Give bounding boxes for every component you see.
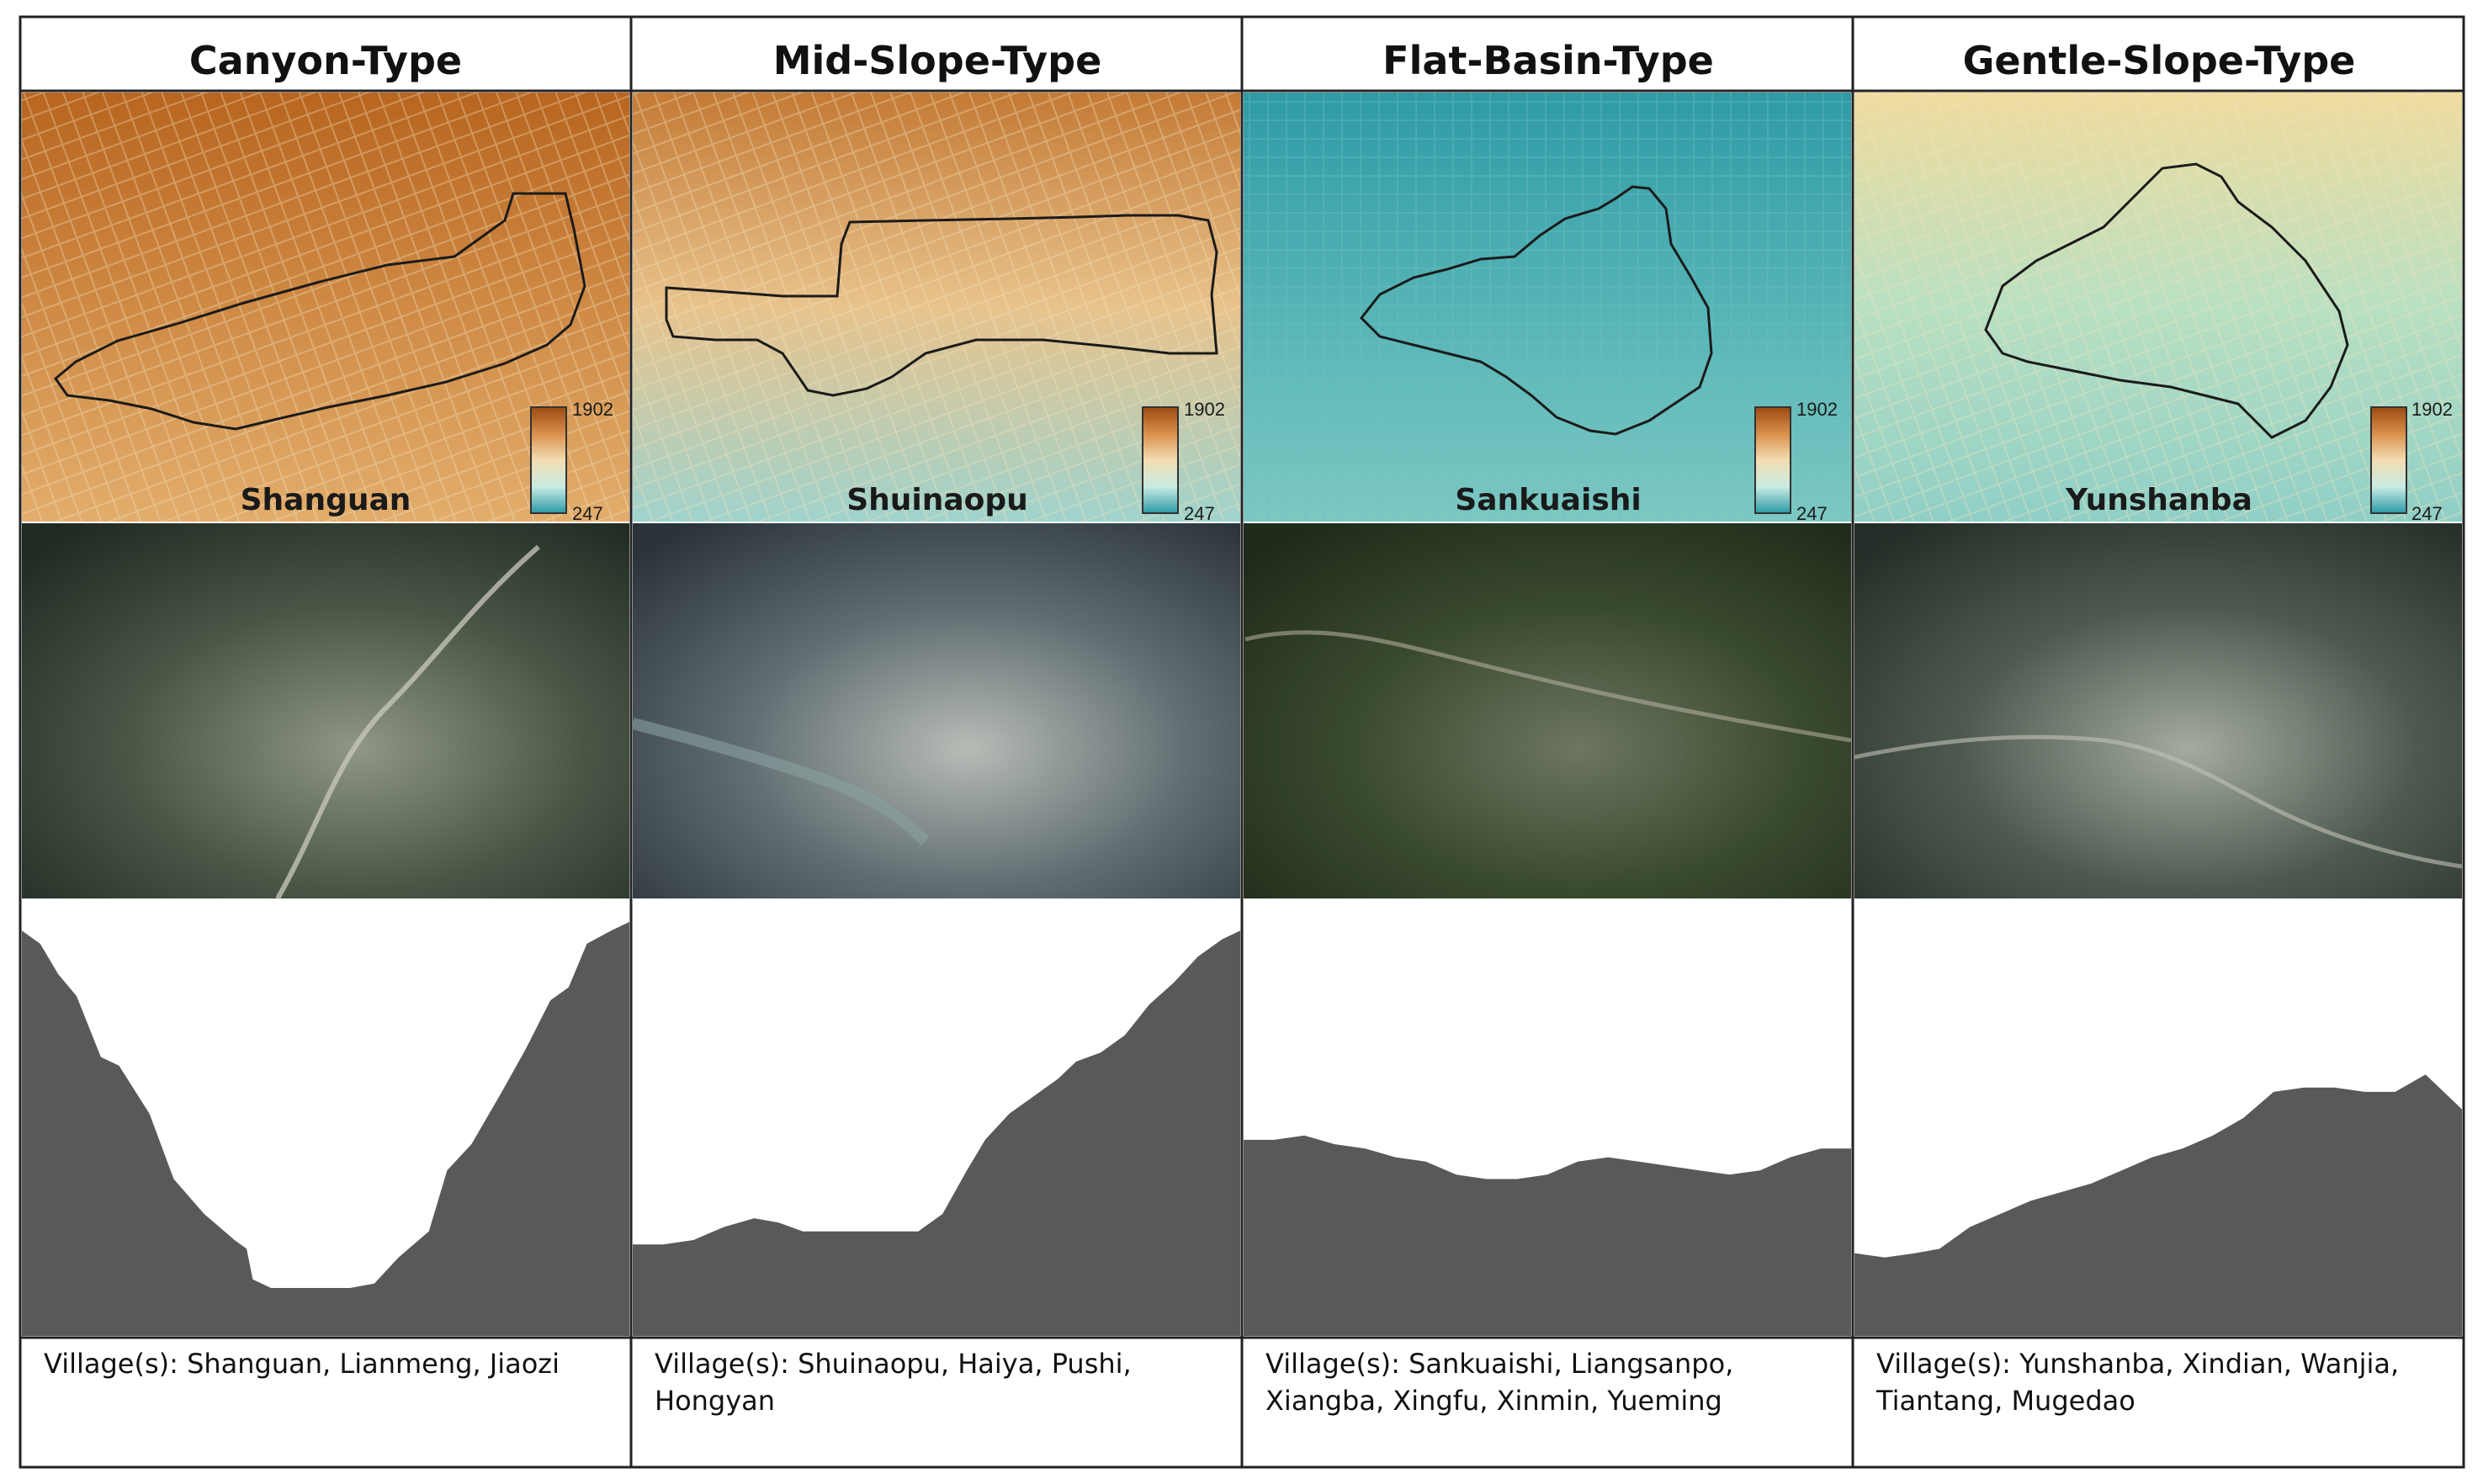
satellite-image (633, 523, 1240, 898)
river-road-feature (1244, 630, 1852, 743)
column-title: Canyon-Type (189, 38, 462, 83)
column-flat-basin-type: Flat-Basin-Type 1902 247 Sankuaishi Vill… (1244, 38, 1852, 1417)
place-label: Sankuaishi (1455, 483, 1641, 517)
colorbar-max-label: 1902 (1796, 399, 1838, 420)
dem-relief-streak (22, 93, 629, 522)
dem-panel: 1902 247 Yunshanba (1854, 93, 2462, 524)
satellite-image (22, 523, 629, 898)
elevation-profile (1244, 1135, 1851, 1336)
dem-relief-streak (1244, 93, 1851, 522)
dem-panel: 1902 247 Shuinaopu (633, 93, 1240, 524)
village-boundary-outline (1984, 162, 2349, 439)
colorbar-max-label: 1902 (2411, 399, 2453, 420)
column-title: Flat-Basin-Type (1382, 38, 1714, 83)
column-gentle-slope-type: Gentle-Slope-Type 1902 247 Yunshanba Vil… (1854, 38, 2463, 1417)
elevation-colorbar (530, 406, 567, 514)
satellite-image (1854, 523, 2462, 898)
place-label: Yunshanba (2065, 483, 2252, 517)
elevation-profile (633, 930, 1240, 1336)
elevation-colorbar (2370, 406, 2407, 514)
colorbar-max-label: 1902 (572, 399, 613, 420)
colorbar-min-label: 247 (1184, 503, 1215, 524)
villages-line-2: Tiantang, Mugedao (1876, 1385, 2135, 1417)
villages-line-1: Village(s): Yunshanba, Xindian, Wanjia, (1876, 1348, 2399, 1380)
satellite-panel (1854, 523, 2463, 898)
column-title: Mid-Slope-Type (773, 38, 1102, 83)
elevation-profile (1854, 1074, 2462, 1336)
profile-panel (1244, 1135, 1851, 1336)
colorbar-max-label: 1902 (1184, 399, 1225, 420)
colorbar-min-label: 247 (2411, 503, 2443, 524)
table-grid (19, 15, 2465, 1469)
villages-line-2: Hongyan (655, 1385, 775, 1417)
villages-line-1: Village(s): Sankuaishi, Liangsanpo, (1265, 1348, 1733, 1380)
profile-panel (633, 930, 1240, 1336)
profile-panel (1854, 1074, 2462, 1336)
village-boundary-outline (665, 214, 1218, 397)
satellite-panel (631, 523, 1240, 898)
villages-line-1: Village(s): Shuinaopu, Haiya, Pushi, (655, 1348, 1132, 1380)
dem-relief-streak (1854, 93, 2462, 522)
colorbar-min-label: 247 (1796, 503, 1828, 524)
dem-relief-streak (633, 93, 1240, 522)
satellite-panel (22, 523, 629, 900)
elevation-colorbar (1142, 406, 1179, 514)
dem-panel: 1902 247 Sankuaishi (1244, 93, 1851, 524)
river-road-feature (275, 544, 540, 900)
village-boundary-outline (53, 192, 586, 431)
column-title: Gentle-Slope-Type (1963, 38, 2356, 83)
satellite-image (1244, 523, 1851, 898)
elevation-profile (22, 921, 629, 1336)
dem-panel: 1902 247 Shanguan (22, 93, 629, 524)
river-road-feature (1854, 734, 2463, 869)
village-boundary-outline (1359, 185, 1713, 436)
satellite-panel (1244, 523, 1852, 898)
column-mid-slope-type: Mid-Slope-Type 1902 247 Shuinaopu Villag… (631, 38, 1240, 1417)
colorbar-min-label: 247 (572, 503, 603, 524)
place-label: Shuinaopu (846, 483, 1028, 517)
elevation-colorbar (1754, 406, 1791, 514)
profile-panel (22, 921, 629, 1336)
villages-line-1: Village(s): Shanguan, Lianmeng, Jiaozi (44, 1348, 560, 1380)
place-label: Shanguan (241, 483, 411, 517)
villages-line-2: Xiangba, Xingfu, Xinmin, Yueming (1265, 1385, 1722, 1417)
column-canyon-type: Canyon-Type 1902 247 Shanguan Village(s)… (22, 38, 629, 1380)
river-road-feature (631, 718, 930, 845)
